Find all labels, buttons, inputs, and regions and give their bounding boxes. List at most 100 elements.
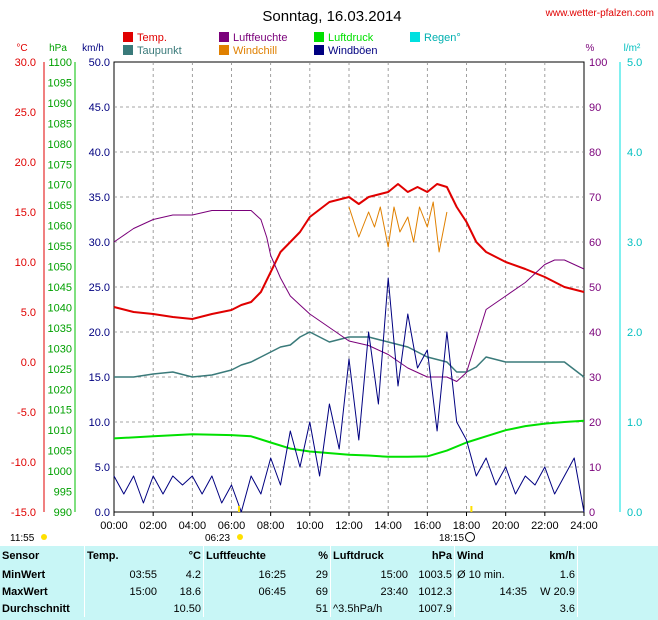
series-line: [113, 210, 585, 382]
sunset-label: 18:15: [439, 533, 464, 544]
wind-tick-label: 20.0: [89, 327, 110, 339]
temp-tick-label: -10.0: [11, 457, 36, 469]
humidity-tick-label: 0: [589, 507, 595, 519]
humidity-tick-label: 90: [589, 102, 601, 114]
temp-tick-label: 10.0: [15, 257, 36, 269]
wind-value: W 20.9: [540, 585, 575, 598]
sunrise-icon: [237, 534, 243, 540]
series-line: [348, 201, 448, 253]
sunrise-left-icon: [41, 534, 47, 540]
x-tick-label: 08:00: [257, 520, 285, 532]
humidity-tick-label: 40: [589, 327, 601, 339]
wind-time: Ø 10 min.: [454, 566, 529, 583]
header-wind-unit: km/h: [549, 550, 575, 562]
rain-tick-label: 2.0: [627, 327, 642, 339]
pressure-tick-label: 1085: [48, 118, 72, 130]
series-line: [113, 277, 585, 513]
series-line: [113, 419, 585, 458]
humidity-tick-label: 100: [589, 57, 607, 69]
pressure-tick-label: 1005: [48, 446, 72, 458]
wind-tick-label: 10.0: [89, 417, 110, 429]
x-tick-label: 24:00: [570, 520, 598, 532]
temp-tick-label: 25.0: [15, 107, 36, 119]
x-tick-label: 12:00: [335, 520, 363, 532]
humidity-tick-label: 20: [589, 417, 601, 429]
unit-pressure: hPa: [49, 43, 67, 54]
temp-value: 18.6: [179, 585, 201, 598]
temp-tick-label: 0.0: [21, 357, 36, 369]
pressure-tick-label: 1050: [48, 262, 72, 274]
pressure-tick-label: 1040: [48, 302, 72, 314]
wind-time: 14:35: [454, 583, 529, 600]
header-press: Luftdruck: [330, 546, 410, 566]
legend-swatch: [219, 32, 229, 42]
y-axes: 30.0 25.0 20.0 15.0 10.0 5.0 0.0 -5.0 -10.0 -15.0…: [11, 57, 642, 519]
pressure-tick-label: 1015: [48, 405, 72, 417]
series-line: [113, 183, 585, 320]
pressure-tick-label: 1030: [48, 343, 72, 355]
stats-row-max: MaxWert 15:00 18.6 06:45 69 23:40 1012.3…: [0, 583, 658, 600]
legend-swatch: [314, 32, 324, 42]
x-tick-label: 18:00: [453, 520, 481, 532]
unit-humidity: %: [586, 43, 595, 54]
legend-label: Luftfeuchte: [233, 32, 287, 44]
series-lines: [113, 183, 585, 513]
hum-value: 29: [315, 568, 328, 581]
hum-value: 51: [315, 602, 328, 615]
wind-tick-label: 40.0: [89, 147, 110, 159]
humidity-tick-label: 60: [589, 237, 601, 249]
wind-tick-label: 45.0: [89, 102, 110, 114]
stats-row-avg: Durchschnitt 10.50 51 ^3.5hPa/h 1007.9 3…: [0, 600, 658, 617]
pressure-tick-label: 990: [54, 507, 72, 519]
legend-label: Temp.: [137, 32, 167, 44]
chart-legend: Temp. Luftfeuchte Luftdruck Regen° Taupunkt W…: [123, 32, 461, 57]
x-tick-label: 20:00: [492, 520, 520, 532]
x-tick-label: 04:00: [179, 520, 207, 532]
x-axis: 00:00 02:00 04:00 06:00 08:00 10:00 12:00 14:00…: [100, 512, 598, 532]
pressure-tick-label: 1055: [48, 241, 72, 253]
humidity-tick-label: 80: [589, 147, 601, 159]
legend-swatch: [410, 32, 420, 42]
wind-tick-label: 15.0: [89, 372, 110, 384]
row-label: MinWert: [2, 568, 46, 581]
pressure-tick-label: 1060: [48, 221, 72, 233]
rain-tick-label: 0.0: [627, 507, 642, 519]
wind-value: 3.6: [559, 602, 575, 615]
x-tick-label: 14:00: [374, 520, 402, 532]
temp-time: [84, 600, 159, 617]
x-tick-label: 06:00: [218, 520, 246, 532]
header-sensor: Sensor: [2, 550, 40, 562]
temp-time: 03:55: [84, 566, 159, 583]
legend-swatch: [314, 45, 324, 55]
wind-tick-label: 0.0: [95, 507, 110, 519]
rain-tick-label: 5.0: [627, 57, 642, 69]
pressure-tick-label: 1075: [48, 159, 72, 171]
press-value: 1012.3: [418, 585, 452, 598]
pressure-tick-label: 1010: [48, 425, 72, 437]
legend-label: Windböen: [328, 45, 378, 57]
temp-tick-label: 15.0: [15, 207, 36, 219]
row-spacer: [577, 566, 658, 583]
temp-tick-label: -5.0: [17, 407, 36, 419]
header-temp-unit: °C: [188, 550, 201, 562]
pressure-tick-label: 1070: [48, 180, 72, 192]
pressure-tick-label: 1000: [48, 466, 72, 478]
humidity-tick-label: 50: [589, 282, 601, 294]
sunrise-label: 06:23: [205, 533, 230, 544]
axis-units: °C hPa km/h % l/m²: [16, 43, 641, 54]
x-tick-label: 16:00: [414, 520, 442, 532]
x-tick-label: 10:00: [296, 520, 324, 532]
press-time: ^3.5hPa/h: [330, 600, 410, 617]
legend-swatch: [219, 45, 229, 55]
stats-header-row: Sensor Temp. °C Luftfeuchte % Luftdruck …: [0, 546, 658, 566]
site-link[interactable]: www.wetter-pfalzen.com: [545, 8, 654, 19]
row-spacer: [577, 600, 658, 617]
temp-time: 15:00: [84, 583, 159, 600]
legend-label: Taupunkt: [137, 45, 182, 57]
press-value: 1003.5: [418, 568, 452, 581]
stats-row-min: MinWert 03:55 4.2 16:25 29 15:00 1003.5 …: [0, 566, 658, 583]
wind-tick-label: 50.0: [89, 57, 110, 69]
rain-tick-label: 3.0: [627, 237, 642, 249]
unit-temp: °C: [16, 43, 27, 54]
